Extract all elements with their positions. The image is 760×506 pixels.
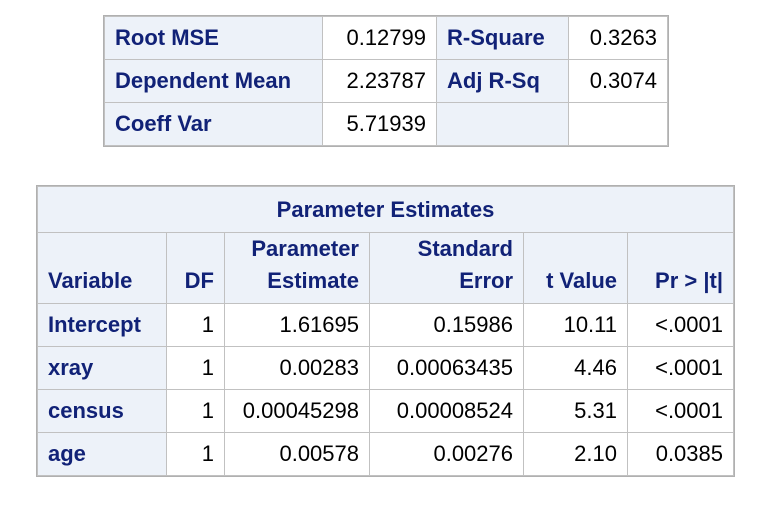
empty-cell [568,102,668,146]
stderr-cell: 0.00008524 [369,389,524,433]
estimate-cell: 1.61695 [224,303,370,347]
column-header-tvalue: t Value [523,232,628,304]
column-header-df: DF [166,232,225,304]
df-cell: 1 [166,432,225,476]
p-cell: <.0001 [627,389,734,433]
header-line: Parameter [251,236,359,261]
table-row: age 1 0.00578 0.00276 2.10 0.0385 [37,432,734,476]
p-cell: 0.0385 [627,432,734,476]
fit-label: R-Square [436,16,569,60]
stderr-cell: 0.15986 [369,303,524,347]
fit-label: Adj R-Sq [436,59,569,103]
fit-label: Root MSE [104,16,323,60]
tvalue-cell: 2.10 [523,432,628,476]
variable-cell: census [37,389,167,433]
stderr-cell: 0.00276 [369,432,524,476]
table-row: Intercept 1 1.61695 0.15986 10.11 <.0001 [37,303,734,347]
empty-cell [436,102,569,146]
fit-label: Dependent Mean [104,59,323,103]
table-title: Parameter Estimates [37,186,734,233]
header-line: Standard [417,236,513,261]
fit-label: Coeff Var [104,102,323,146]
stderr-cell: 0.00063435 [369,346,524,390]
p-cell: <.0001 [627,303,734,347]
tvalue-cell: 10.11 [523,303,628,347]
header-line: Error [459,268,513,293]
p-cell: <.0001 [627,346,734,390]
tvalue-cell: 5.31 [523,389,628,433]
df-cell: 1 [166,389,225,433]
estimate-cell: 0.00578 [224,432,370,476]
table-row: xray 1 0.00283 0.00063435 4.46 <.0001 [37,346,734,390]
fit-row: Coeff Var 5.71939 [104,102,668,146]
fit-value: 2.23787 [322,59,437,103]
fit-statistics-table: Root MSE 0.12799 R-Square 0.3263 Depende… [103,15,669,147]
df-cell: 1 [166,303,225,347]
fit-value: 0.3074 [568,59,668,103]
fit-value: 5.71939 [322,102,437,146]
fit-row: Root MSE 0.12799 R-Square 0.3263 [104,16,668,60]
variable-cell: age [37,432,167,476]
tvalue-cell: 4.46 [523,346,628,390]
fit-value: 0.12799 [322,16,437,60]
estimate-cell: 0.00045298 [224,389,370,433]
parameter-estimates-table: Parameter Estimates Variable DF Paramete… [36,185,735,477]
fit-value: 0.3263 [568,16,668,60]
header-row: Variable DF Parameter Estimate Standard … [37,232,734,304]
table-row: census 1 0.00045298 0.00008524 5.31 <.00… [37,389,734,433]
column-header-p: Pr > |t| [627,232,734,304]
column-header-estimate: Parameter Estimate [224,232,370,304]
df-cell: 1 [166,346,225,390]
variable-cell: Intercept [37,303,167,347]
variable-cell: xray [37,346,167,390]
column-header-stderr: Standard Error [369,232,524,304]
fit-row: Dependent Mean 2.23787 Adj R-Sq 0.3074 [104,59,668,103]
estimate-cell: 0.00283 [224,346,370,390]
column-header-variable: Variable [37,232,167,304]
header-line: Estimate [267,268,359,293]
